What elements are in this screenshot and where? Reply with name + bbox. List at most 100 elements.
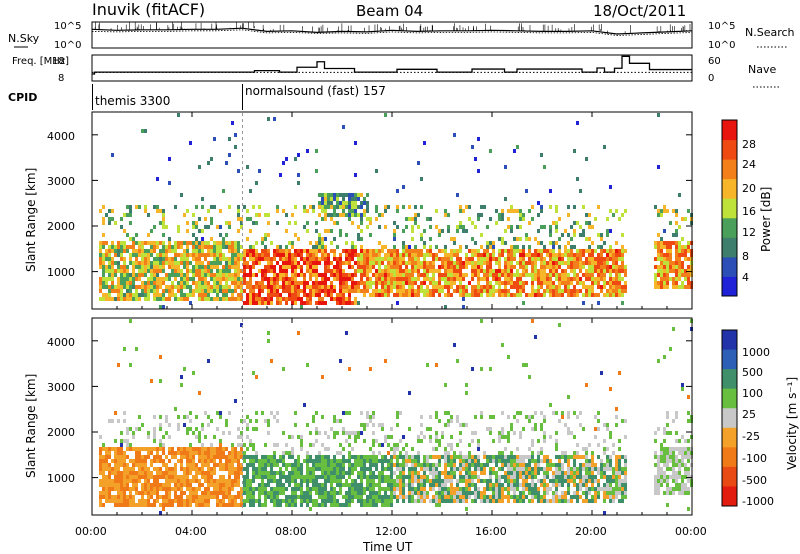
heatmap-cell	[525, 455, 528, 459]
heatmap-cell	[264, 213, 267, 217]
heatmap-cell	[600, 273, 603, 277]
heatmap-cell	[363, 459, 366, 463]
heatmap-cell	[513, 455, 516, 459]
heatmap-cell	[366, 217, 369, 221]
heatmap-cell	[294, 265, 297, 269]
heatmap-cell	[348, 193, 351, 197]
heatmap-cell	[609, 253, 612, 257]
heatmap-cell	[324, 249, 327, 253]
heatmap-cell	[384, 253, 387, 257]
heatmap-cell	[147, 503, 150, 507]
heatmap-cell	[480, 233, 483, 237]
heatmap-cell	[564, 285, 567, 289]
heatmap-cell	[348, 471, 351, 475]
heatmap-cell	[498, 495, 501, 499]
heatmap-cell	[444, 209, 447, 213]
heatmap-cell	[570, 257, 573, 261]
heatmap-cell	[219, 463, 222, 467]
power-y-label: Slant Range [km]	[24, 168, 38, 272]
heatmap-cell	[195, 451, 198, 455]
heatmap-cell	[252, 475, 255, 479]
heatmap-cell	[240, 487, 243, 491]
heatmap-cell	[528, 245, 531, 249]
heatmap-cell	[300, 487, 303, 491]
heatmap-cell	[513, 499, 516, 503]
heatmap-cell	[198, 479, 201, 483]
heatmap-cell	[588, 285, 591, 289]
heatmap-cell	[222, 293, 225, 297]
heatmap-cell	[285, 269, 288, 273]
heatmap-cell	[198, 451, 201, 455]
heatmap-cell	[99, 261, 102, 265]
heatmap-cell	[465, 229, 468, 233]
heatmap-cell	[327, 499, 330, 503]
heatmap-cell	[477, 269, 480, 273]
heatmap-cell	[492, 269, 495, 273]
heatmap-cell	[147, 289, 150, 293]
heatmap-cell	[540, 447, 543, 451]
heatmap-cell	[519, 237, 522, 241]
heatmap-cell	[507, 415, 510, 419]
heatmap-cell	[117, 499, 120, 503]
heatmap-cell	[519, 495, 522, 499]
heatmap-cell	[549, 289, 552, 293]
heatmap-cell	[447, 475, 450, 479]
heatmap-cell	[183, 479, 186, 483]
heatmap-cell	[459, 269, 462, 273]
heatmap-cell	[333, 431, 336, 435]
heatmap-cell	[327, 479, 330, 483]
heatmap-cell	[492, 415, 495, 419]
heatmap-cell	[423, 491, 426, 495]
heatmap-cell	[177, 447, 180, 451]
heatmap-cell	[420, 233, 423, 237]
heatmap-cell	[264, 475, 267, 479]
heatmap-cell	[567, 257, 570, 261]
heatmap-cell	[432, 285, 435, 289]
heatmap-cell	[294, 411, 297, 415]
heatmap-cell	[186, 265, 189, 269]
heatmap-cell	[456, 253, 459, 257]
heatmap-cell	[138, 503, 141, 507]
heatmap-cell	[429, 293, 432, 297]
heatmap-cell	[219, 499, 222, 503]
heatmap-cell	[135, 475, 138, 479]
heatmap-cell	[468, 463, 471, 467]
heatmap-cell	[309, 285, 312, 289]
heatmap-cell	[321, 245, 324, 249]
heatmap-cell	[582, 249, 585, 253]
heatmap-cell	[579, 265, 582, 269]
heatmap-cell	[384, 245, 387, 249]
heatmap-cell	[129, 245, 132, 249]
heatmap-cell	[219, 483, 222, 487]
heatmap-cell	[123, 293, 126, 297]
heatmap-cell	[198, 391, 201, 395]
heatmap-cell	[357, 225, 360, 229]
heatmap-cell	[372, 411, 375, 415]
heatmap-cell	[342, 459, 345, 463]
heatmap-cell	[462, 499, 465, 503]
heatmap-cell	[435, 439, 438, 443]
heatmap-cell	[210, 265, 213, 269]
heatmap-cell	[264, 297, 267, 301]
heatmap-cell	[306, 285, 309, 289]
heatmap-cell	[144, 265, 147, 269]
heatmap-cell	[420, 281, 423, 285]
heatmap-cell	[465, 383, 468, 387]
heatmap-cell	[213, 455, 216, 459]
heatmap-cell	[186, 447, 189, 451]
heatmap-cell	[258, 487, 261, 491]
heatmap-cell	[240, 289, 243, 293]
heatmap-cell	[609, 209, 612, 213]
heatmap-cell	[273, 281, 276, 285]
heatmap-cell	[216, 499, 219, 503]
heatmap-cell	[495, 495, 498, 499]
heatmap-cell	[279, 499, 282, 503]
heatmap-cell	[498, 479, 501, 483]
heatmap-cell	[459, 479, 462, 483]
heatmap-cell	[393, 285, 396, 289]
heatmap-cell	[360, 221, 363, 225]
heatmap-cell	[321, 483, 324, 487]
heatmap-cell	[240, 245, 243, 249]
heatmap-cell	[354, 297, 357, 301]
heatmap-cell	[402, 281, 405, 285]
